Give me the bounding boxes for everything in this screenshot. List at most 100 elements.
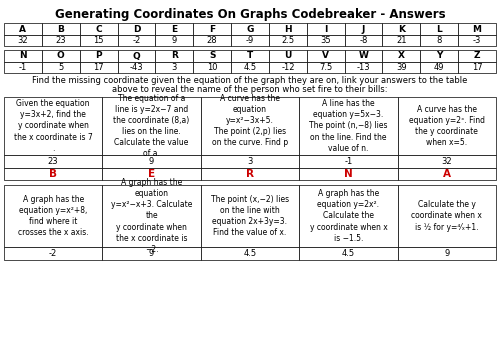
Bar	[344, 23, 383, 35]
Bar	[299, 185, 398, 247]
Text: The equation of a
line is y=2x−7 and
the coordinate (8,a)
lies on the line.
Calc: The equation of a line is y=2x−7 and the…	[114, 94, 190, 158]
Text: E: E	[148, 169, 155, 179]
Bar	[118, 50, 156, 62]
Bar	[307, 35, 344, 46]
Bar	[382, 35, 420, 46]
Bar	[201, 185, 299, 247]
Bar	[398, 155, 496, 168]
Bar	[231, 23, 269, 35]
Text: D: D	[132, 24, 140, 34]
Bar	[201, 97, 299, 155]
Text: W: W	[358, 52, 368, 60]
Text: 9: 9	[149, 157, 154, 166]
Text: B: B	[49, 169, 57, 179]
Text: -3: -3	[473, 36, 482, 45]
Text: -9: -9	[246, 36, 254, 45]
Bar	[458, 50, 496, 62]
Bar	[299, 247, 398, 260]
Bar	[201, 247, 299, 260]
Bar	[4, 50, 42, 62]
Bar	[231, 50, 269, 62]
Bar	[102, 168, 201, 180]
Text: Calculate the y
coordinate when x
is ½ for y=⁴⁄ₓ+1.: Calculate the y coordinate when x is ½ f…	[412, 201, 482, 232]
Text: -1: -1	[344, 157, 352, 166]
Bar	[4, 35, 42, 46]
Bar	[382, 23, 420, 35]
Bar	[420, 35, 458, 46]
Text: 32: 32	[18, 36, 28, 45]
Bar	[269, 35, 307, 46]
Text: L: L	[436, 24, 442, 34]
Bar	[102, 155, 201, 168]
Bar	[398, 168, 496, 180]
Bar	[382, 50, 420, 62]
Text: A graph has the
equation y=2x².
Calculate the
y coordinate when x
is −1.5.: A graph has the equation y=2x². Calculat…	[310, 189, 388, 243]
Text: 17: 17	[472, 63, 482, 72]
Bar	[118, 23, 156, 35]
Text: Generating Coordinates On Graphs Codebreaker - Answers: Generating Coordinates On Graphs Codebre…	[54, 8, 446, 21]
Bar	[269, 23, 307, 35]
Text: 3: 3	[248, 157, 252, 166]
Text: E: E	[171, 24, 177, 34]
Text: -13: -13	[356, 63, 370, 72]
Text: -43: -43	[130, 63, 143, 72]
Text: S: S	[209, 52, 216, 60]
Bar	[231, 35, 269, 46]
Bar	[193, 35, 231, 46]
Text: Y: Y	[436, 52, 442, 60]
Text: 15: 15	[94, 36, 104, 45]
Bar	[307, 62, 344, 73]
Bar	[4, 62, 42, 73]
Text: T: T	[247, 52, 253, 60]
Bar	[102, 247, 201, 260]
Bar	[420, 23, 458, 35]
Bar	[193, 23, 231, 35]
Bar	[193, 50, 231, 62]
Bar	[307, 50, 344, 62]
Text: 39: 39	[396, 63, 406, 72]
Bar	[299, 168, 398, 180]
Text: 28: 28	[207, 36, 218, 45]
Bar	[201, 155, 299, 168]
Bar	[42, 23, 80, 35]
Text: J: J	[362, 24, 365, 34]
Bar	[156, 50, 193, 62]
Text: -8: -8	[360, 36, 368, 45]
Bar	[4, 168, 102, 180]
Text: A graph has the
equation y=x²+8,
find where it
crosses the x axis.: A graph has the equation y=x²+8, find wh…	[18, 195, 88, 237]
Bar	[118, 35, 156, 46]
Text: R: R	[246, 169, 254, 179]
Text: N: N	[19, 52, 26, 60]
Bar	[299, 97, 398, 155]
Text: O: O	[57, 52, 64, 60]
Bar	[42, 50, 80, 62]
Text: 7.5: 7.5	[319, 63, 332, 72]
Bar	[201, 168, 299, 180]
Bar	[344, 62, 383, 73]
Bar	[382, 62, 420, 73]
Text: 3: 3	[172, 63, 177, 72]
Text: A line has the
equation y=5x−3.
The point (n,−8) lies
on the line. Find the
valu: A line has the equation y=5x−3. The poin…	[309, 99, 388, 153]
Text: G: G	[246, 24, 254, 34]
Text: 10: 10	[207, 63, 218, 72]
Text: U: U	[284, 52, 292, 60]
Text: F: F	[209, 24, 215, 34]
Bar	[299, 155, 398, 168]
Text: A: A	[20, 24, 26, 34]
Text: Find the missing coordinate given the equation of the graph they are on, link yo: Find the missing coordinate given the eq…	[32, 76, 468, 85]
Text: M: M	[472, 24, 482, 34]
Text: 5: 5	[58, 63, 64, 72]
Text: A curve has the
equation y=2ˣ. Find
the y coordinate
when x=5.: A curve has the equation y=2ˣ. Find the …	[409, 105, 485, 147]
Text: C: C	[96, 24, 102, 34]
Text: I: I	[324, 24, 328, 34]
Text: 17: 17	[94, 63, 104, 72]
Text: Z: Z	[474, 52, 480, 60]
Bar	[156, 35, 193, 46]
Text: -2: -2	[49, 249, 58, 258]
Text: 23: 23	[56, 36, 66, 45]
Text: A curve has the
equation
y=x²−3x+5.
The point (2,p) lies
on the curve. Find p
.: A curve has the equation y=x²−3x+5. The …	[212, 94, 288, 158]
Bar	[80, 23, 118, 35]
Bar	[458, 62, 496, 73]
Text: 4.5: 4.5	[342, 249, 355, 258]
Bar	[42, 35, 80, 46]
